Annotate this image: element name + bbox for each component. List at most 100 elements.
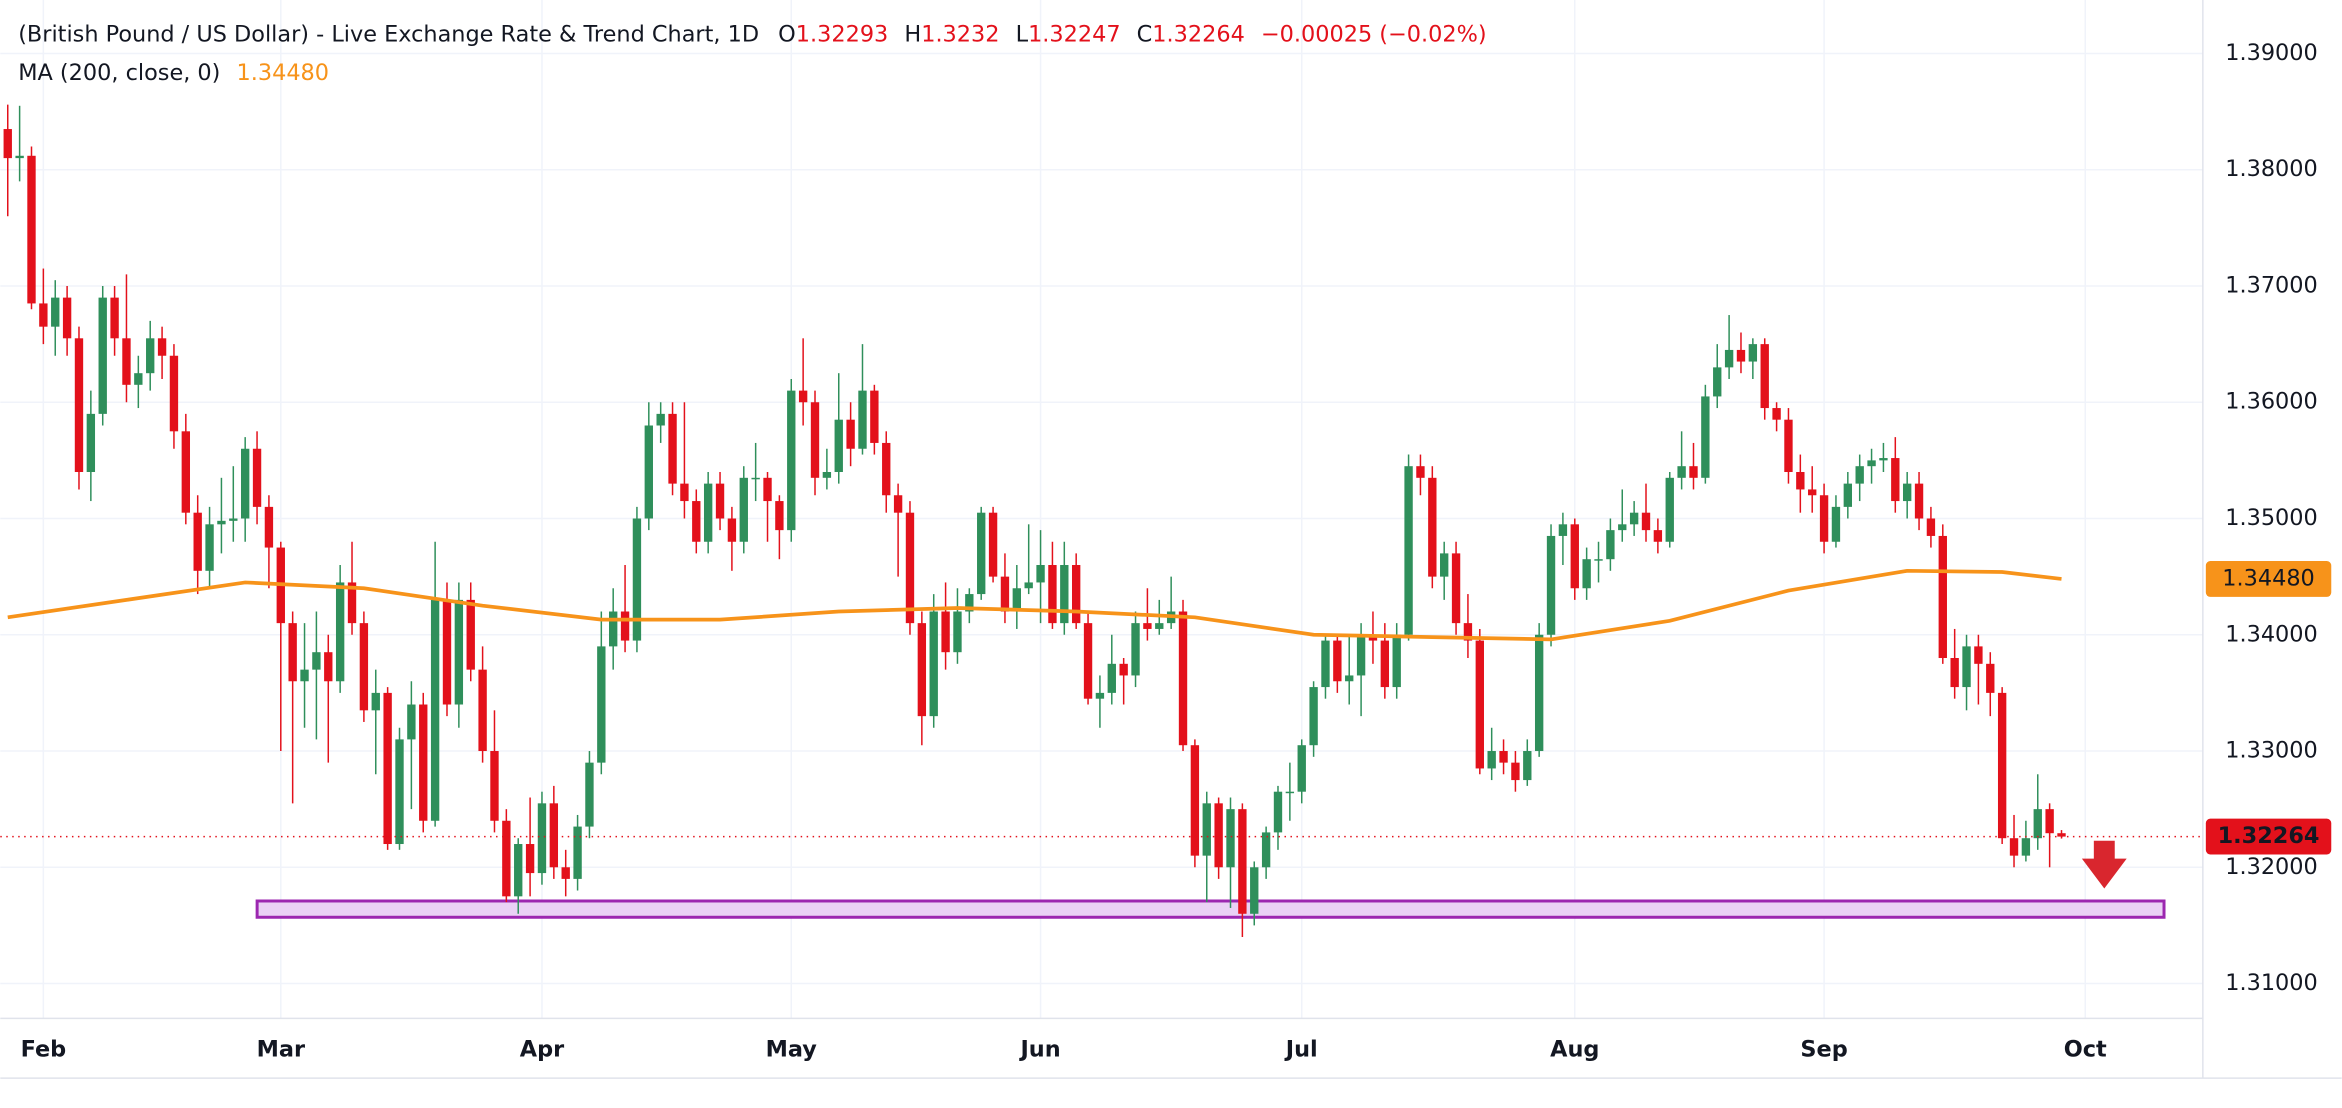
candle-body — [1772, 408, 1781, 420]
candle-body — [217, 520, 226, 525]
candle-body — [1974, 646, 1983, 664]
candle-body — [988, 512, 998, 577]
open-value: 1.32293 — [796, 21, 889, 47]
candle-body — [205, 524, 214, 571]
y-tick-label: 1.34000 — [2225, 621, 2318, 647]
candle-body — [977, 512, 986, 595]
candle-body — [715, 483, 725, 519]
candle-body — [1499, 751, 1508, 763]
ma-tag-label: 1.34480 — [2222, 565, 2315, 591]
candle-body — [751, 477, 760, 480]
candle-body — [1891, 458, 1900, 502]
y-tick-label: 1.37000 — [2225, 272, 2318, 298]
candle-body — [1629, 512, 1639, 525]
candle-body — [335, 582, 345, 682]
y-tick-label: 1.35000 — [2225, 505, 2318, 531]
candle-body — [1190, 745, 1200, 856]
candle-body — [537, 803, 547, 874]
candle-body — [1024, 582, 1033, 589]
candle-body — [1724, 349, 1734, 368]
candle-body — [157, 338, 167, 356]
candle-body — [312, 652, 321, 670]
candle-body — [1178, 611, 1188, 746]
candle-body — [1641, 512, 1651, 531]
candle-body — [1843, 483, 1853, 507]
candle-body — [27, 155, 36, 304]
candle-body — [134, 373, 143, 385]
candle-body — [169, 355, 179, 432]
candle-body — [561, 867, 570, 879]
candle-body — [1701, 396, 1710, 478]
candle-body — [419, 704, 428, 821]
candle-body — [1202, 803, 1211, 856]
ohlc-label: C — [1137, 21, 1153, 47]
candle-body — [1808, 489, 1817, 496]
candle-body — [1333, 640, 1342, 682]
low-value: 1.32247 — [1028, 21, 1121, 47]
candle-body — [2033, 809, 2042, 839]
candle-body — [51, 297, 60, 327]
candle-body — [632, 518, 642, 641]
grid — [0, 0, 2203, 1019]
candle-body — [383, 692, 392, 845]
candle-body — [1475, 640, 1484, 769]
candle-body — [1309, 687, 1318, 746]
candle-body — [1902, 483, 1912, 502]
candle-body — [1986, 663, 1995, 693]
x-tick-label: Apr — [520, 1036, 564, 1062]
candle-body — [1060, 565, 1069, 624]
candle-body — [1582, 559, 1591, 589]
candle-body — [1997, 692, 2007, 839]
y-tick-label: 1.39000 — [2225, 40, 2318, 66]
candle-body — [1214, 803, 1223, 868]
candle-body — [1534, 634, 1544, 752]
candle-body — [858, 390, 867, 449]
candle-body — [822, 472, 832, 478]
candle-body — [941, 611, 950, 653]
candle-body — [1463, 623, 1473, 641]
plot-area — [0, 104, 2203, 938]
candle-body — [1356, 634, 1366, 676]
x-tick-label: May — [766, 1036, 818, 1062]
y-tick-label: 1.32000 — [2225, 854, 2318, 880]
candle-body — [1036, 565, 1045, 583]
candle-body — [1416, 466, 1425, 478]
y-tick-label: 1.31000 — [2225, 970, 2318, 996]
x-tick-label: Aug — [1550, 1036, 1599, 1062]
x-tick-label: Jul — [1284, 1036, 1318, 1062]
candle-body — [1131, 623, 1140, 676]
high-value: 1.3232 — [921, 21, 999, 47]
candle-body — [74, 338, 84, 473]
candle-body — [62, 297, 72, 339]
candle-body — [264, 506, 274, 548]
candle-body — [692, 501, 701, 542]
candle-body — [395, 739, 404, 845]
candle-body — [466, 599, 475, 670]
candle-body — [1297, 745, 1306, 792]
ma-name: MA (200, close, 0) — [18, 60, 220, 86]
candle-body — [1487, 751, 1496, 769]
candle-body — [1380, 640, 1390, 688]
candle-body — [668, 413, 677, 484]
candle-body — [620, 611, 630, 641]
candle-body — [3, 129, 12, 159]
candle-body — [644, 425, 653, 519]
candle-body — [1819, 495, 1829, 542]
candle-body — [1451, 553, 1461, 624]
candle-body — [585, 762, 594, 827]
candle-body — [1119, 663, 1128, 676]
candle-body — [1606, 530, 1615, 560]
candle-body — [1784, 419, 1793, 473]
ohlc-label: H — [904, 21, 921, 47]
candle-body — [1000, 576, 1010, 612]
candle-body — [609, 611, 618, 647]
candle-body — [181, 431, 191, 513]
candle-body — [1440, 553, 1449, 577]
candle-body — [703, 483, 713, 542]
candle-body — [656, 413, 665, 426]
support-zone — [255, 899, 2166, 919]
candle-body — [1083, 623, 1093, 699]
price-tag-label: 1.32264 — [2218, 823, 2320, 849]
candle-body — [430, 599, 440, 821]
